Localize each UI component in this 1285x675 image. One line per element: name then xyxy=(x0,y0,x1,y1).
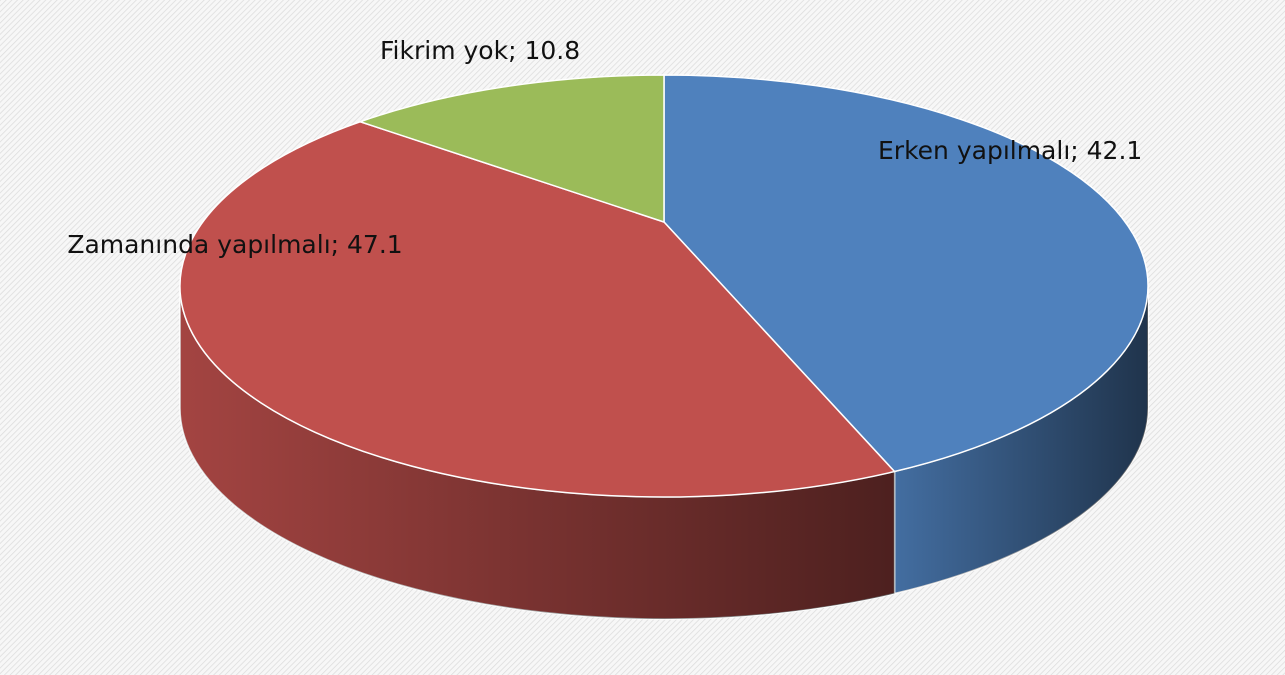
slice-gloss xyxy=(663,74,1149,473)
data-label: Fikrim yok; 10.8 xyxy=(380,36,581,65)
data-label: Zamanında yapılmalı; 47.1 xyxy=(67,230,403,259)
side-shade xyxy=(894,286,1148,594)
slice-gloss xyxy=(357,74,665,224)
data-label: Erken yapılmalı; 42.1 xyxy=(878,136,1143,165)
side-shade xyxy=(180,286,895,620)
slice-gloss xyxy=(179,120,896,498)
